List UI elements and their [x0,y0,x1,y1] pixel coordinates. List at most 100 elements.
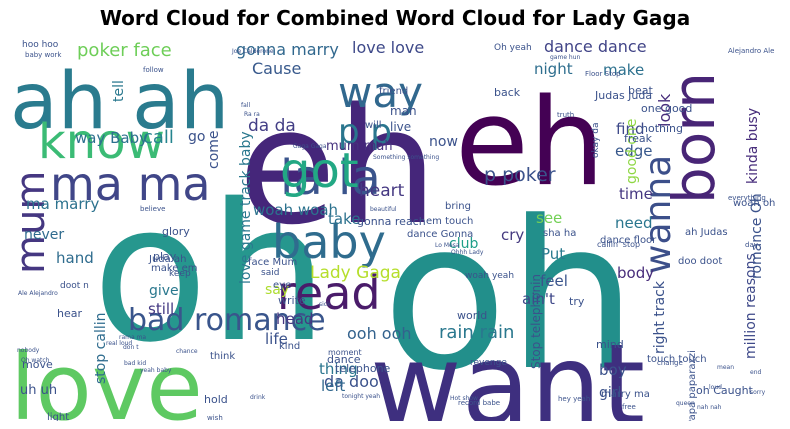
word-16: mum [10,171,54,274]
word-1: eh [238,73,438,260]
word-94: mind [596,338,624,351]
word-58: left [321,377,345,395]
word-91: Papa paparazzi [687,350,698,421]
word-27: p poker [484,164,556,186]
word-95: live [390,120,411,134]
word-145: game hun [550,54,581,61]
word-147: tonight yeah [342,393,380,400]
word-124: Alejandro Ale [728,47,774,55]
word-36: night [534,60,573,78]
word-125: okay da [591,123,601,159]
word-121: hoo hoo [22,40,59,50]
word-43: body [617,264,654,282]
word-135: hey yeah [558,395,590,403]
word-140: moment [328,348,362,357]
word-20: gonna marry [236,40,339,59]
word-12: baby [272,215,386,269]
word-114: bring [445,201,471,212]
word-49: hand [56,249,94,267]
word-131: Ale Alejandro [18,290,58,297]
word-134: change [657,359,683,367]
word-11: way [338,68,423,117]
word-56: ain't [522,290,555,308]
word-68: stop callin [93,312,109,384]
word-59: boy [599,361,627,379]
word-65: romance Oh [749,193,765,279]
word-31: da doo [324,372,379,391]
word-9: la la [280,150,381,206]
word-15: wanna [638,155,679,274]
word-75: Oh yeah [494,43,532,53]
word-137: free [622,403,636,411]
word-93: oh Caught [696,384,754,397]
word-143: Something something [373,154,439,161]
word-34: call [143,127,174,148]
word-105: write [278,294,306,307]
word-111: hold [204,393,228,406]
word-128: everything [728,194,766,202]
word-144: truth [557,111,574,119]
word-153: Joe Calderone [231,48,274,55]
word-33: Cause [252,59,301,78]
word-78: nothing [641,122,683,135]
word-52: feel [540,272,568,290]
word-157: loud [709,384,722,391]
word-13: read [277,266,381,320]
word-110: light [47,412,69,421]
word-96: man [390,104,417,118]
word-46: say [265,282,289,298]
word-79: woah oh [733,198,775,209]
word-48: still [148,300,174,318]
word-30: ma marry [26,195,99,213]
word-152: Hot show [450,395,478,402]
word-63: kinda busy [745,108,761,184]
word-82: sha ha [543,228,576,239]
word-0: oh [92,163,329,384]
word-126: Floor Stop [585,70,621,78]
word-18: p p [338,112,392,152]
word-62: good one [624,119,640,184]
word-42: need [615,214,653,232]
word-44: see [536,209,562,227]
word-146: day [745,241,758,249]
word-133: record babe [458,399,500,407]
word-47: give [149,283,179,299]
word-158: queen [676,400,695,407]
word-22: dance dance [544,37,647,56]
word-123: follow [143,66,164,74]
word-136: callin' stop [597,240,640,249]
word-28: da da [248,116,296,136]
word-35: way Baby [75,129,148,147]
word-80: gonna reach [357,215,426,228]
word-97: friend [379,86,408,97]
word-164: end [750,369,761,376]
word-151: Lo Mesa [435,242,460,249]
word-127: Gaga Gaga [293,143,327,150]
word-86: face Mum [248,257,297,268]
cloud-background [10,34,780,421]
word-99: play [153,250,177,263]
word-150: yeah baby [140,367,172,374]
word-71: go [188,129,205,145]
word-5: eh [455,74,605,213]
word-39: find [616,120,644,138]
word-117: freak [624,132,653,145]
word-cloud-area: oh eh oh want love eh ah ah know ma ma la la got wa… [10,34,780,421]
word-109: move [22,358,53,371]
word-38: look [655,93,674,127]
word-84: dance floor [600,235,657,246]
word-61: never [24,227,64,243]
word-77: one good [641,102,692,115]
word-3: want [370,321,645,421]
word-156: mean [717,364,734,371]
word-141: don t [123,344,139,351]
word-148: Oh watch [21,357,50,364]
chart-title: Word Cloud for Combined Word Cloud for L… [99,6,691,30]
word-8: ma ma [50,157,211,211]
word-45: take [328,210,360,228]
word-101: keep [169,269,191,279]
word-106: kind [279,341,300,352]
word-119: dance Gonna [407,229,473,240]
word-161: fall [241,102,250,109]
